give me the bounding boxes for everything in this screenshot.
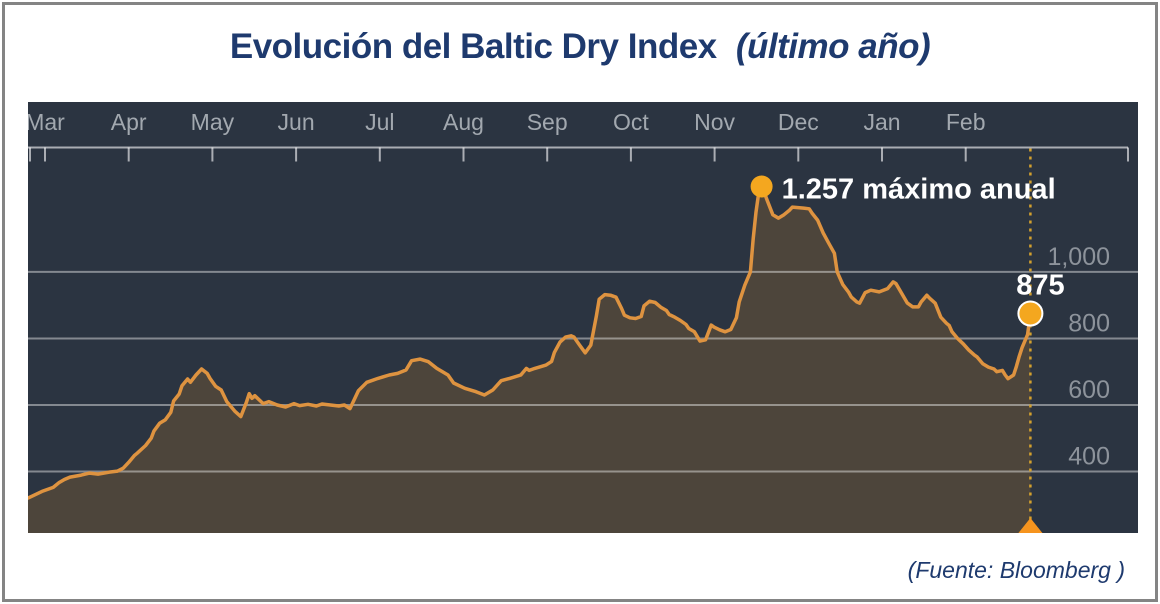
month-label-oct: Oct xyxy=(613,109,649,135)
page-title: Evolución del Baltic Dry Index (último a… xyxy=(5,27,1155,67)
y-axis-label-400: 400 xyxy=(1068,443,1110,471)
max-point-marker xyxy=(750,175,773,198)
month-label-feb: Feb xyxy=(946,109,986,135)
y-axis-label-800: 800 xyxy=(1068,310,1110,338)
max-annotation-label: 1.257 máximo anual xyxy=(782,174,1056,206)
title-main: Evolución del Baltic Dry Index xyxy=(229,27,717,66)
title-subtitle: (último año) xyxy=(735,27,931,66)
month-label-jan: Jan xyxy=(863,109,900,135)
source-credit: (Fuente: Bloomberg ) xyxy=(907,557,1125,583)
area-fill xyxy=(28,186,1031,533)
bdi-chart-canvas: Mar Apr May Jun Jul Aug Sep Oct Nov Dec Jan Feb 1,00… xyxy=(28,109,1138,533)
month-label-jul: Jul xyxy=(365,109,394,135)
series-line-bdi xyxy=(28,184,1033,500)
current-value-label: 875 xyxy=(1016,270,1064,302)
month-label-may: May xyxy=(191,109,235,135)
current-date-triangle xyxy=(1018,518,1043,533)
bdi-chart-panel: Mar Apr May Jun Jul Aug Sep Oct Nov Dec Jan Feb 1,00… xyxy=(28,102,1138,533)
month-label-aug: Aug xyxy=(443,109,484,135)
month-label-sep: Sep xyxy=(527,109,568,135)
y-axis-label-1000: 1,000 xyxy=(1047,243,1110,271)
y-axis-label-600: 600 xyxy=(1068,376,1110,404)
month-label-apr: Apr xyxy=(111,109,147,135)
current-value-marker xyxy=(1017,300,1044,327)
month-label-nov: Nov xyxy=(694,109,735,135)
month-label-dec: Dec xyxy=(778,109,819,135)
month-label-mar: Mar xyxy=(28,109,65,135)
month-label-jun: Jun xyxy=(278,109,315,135)
